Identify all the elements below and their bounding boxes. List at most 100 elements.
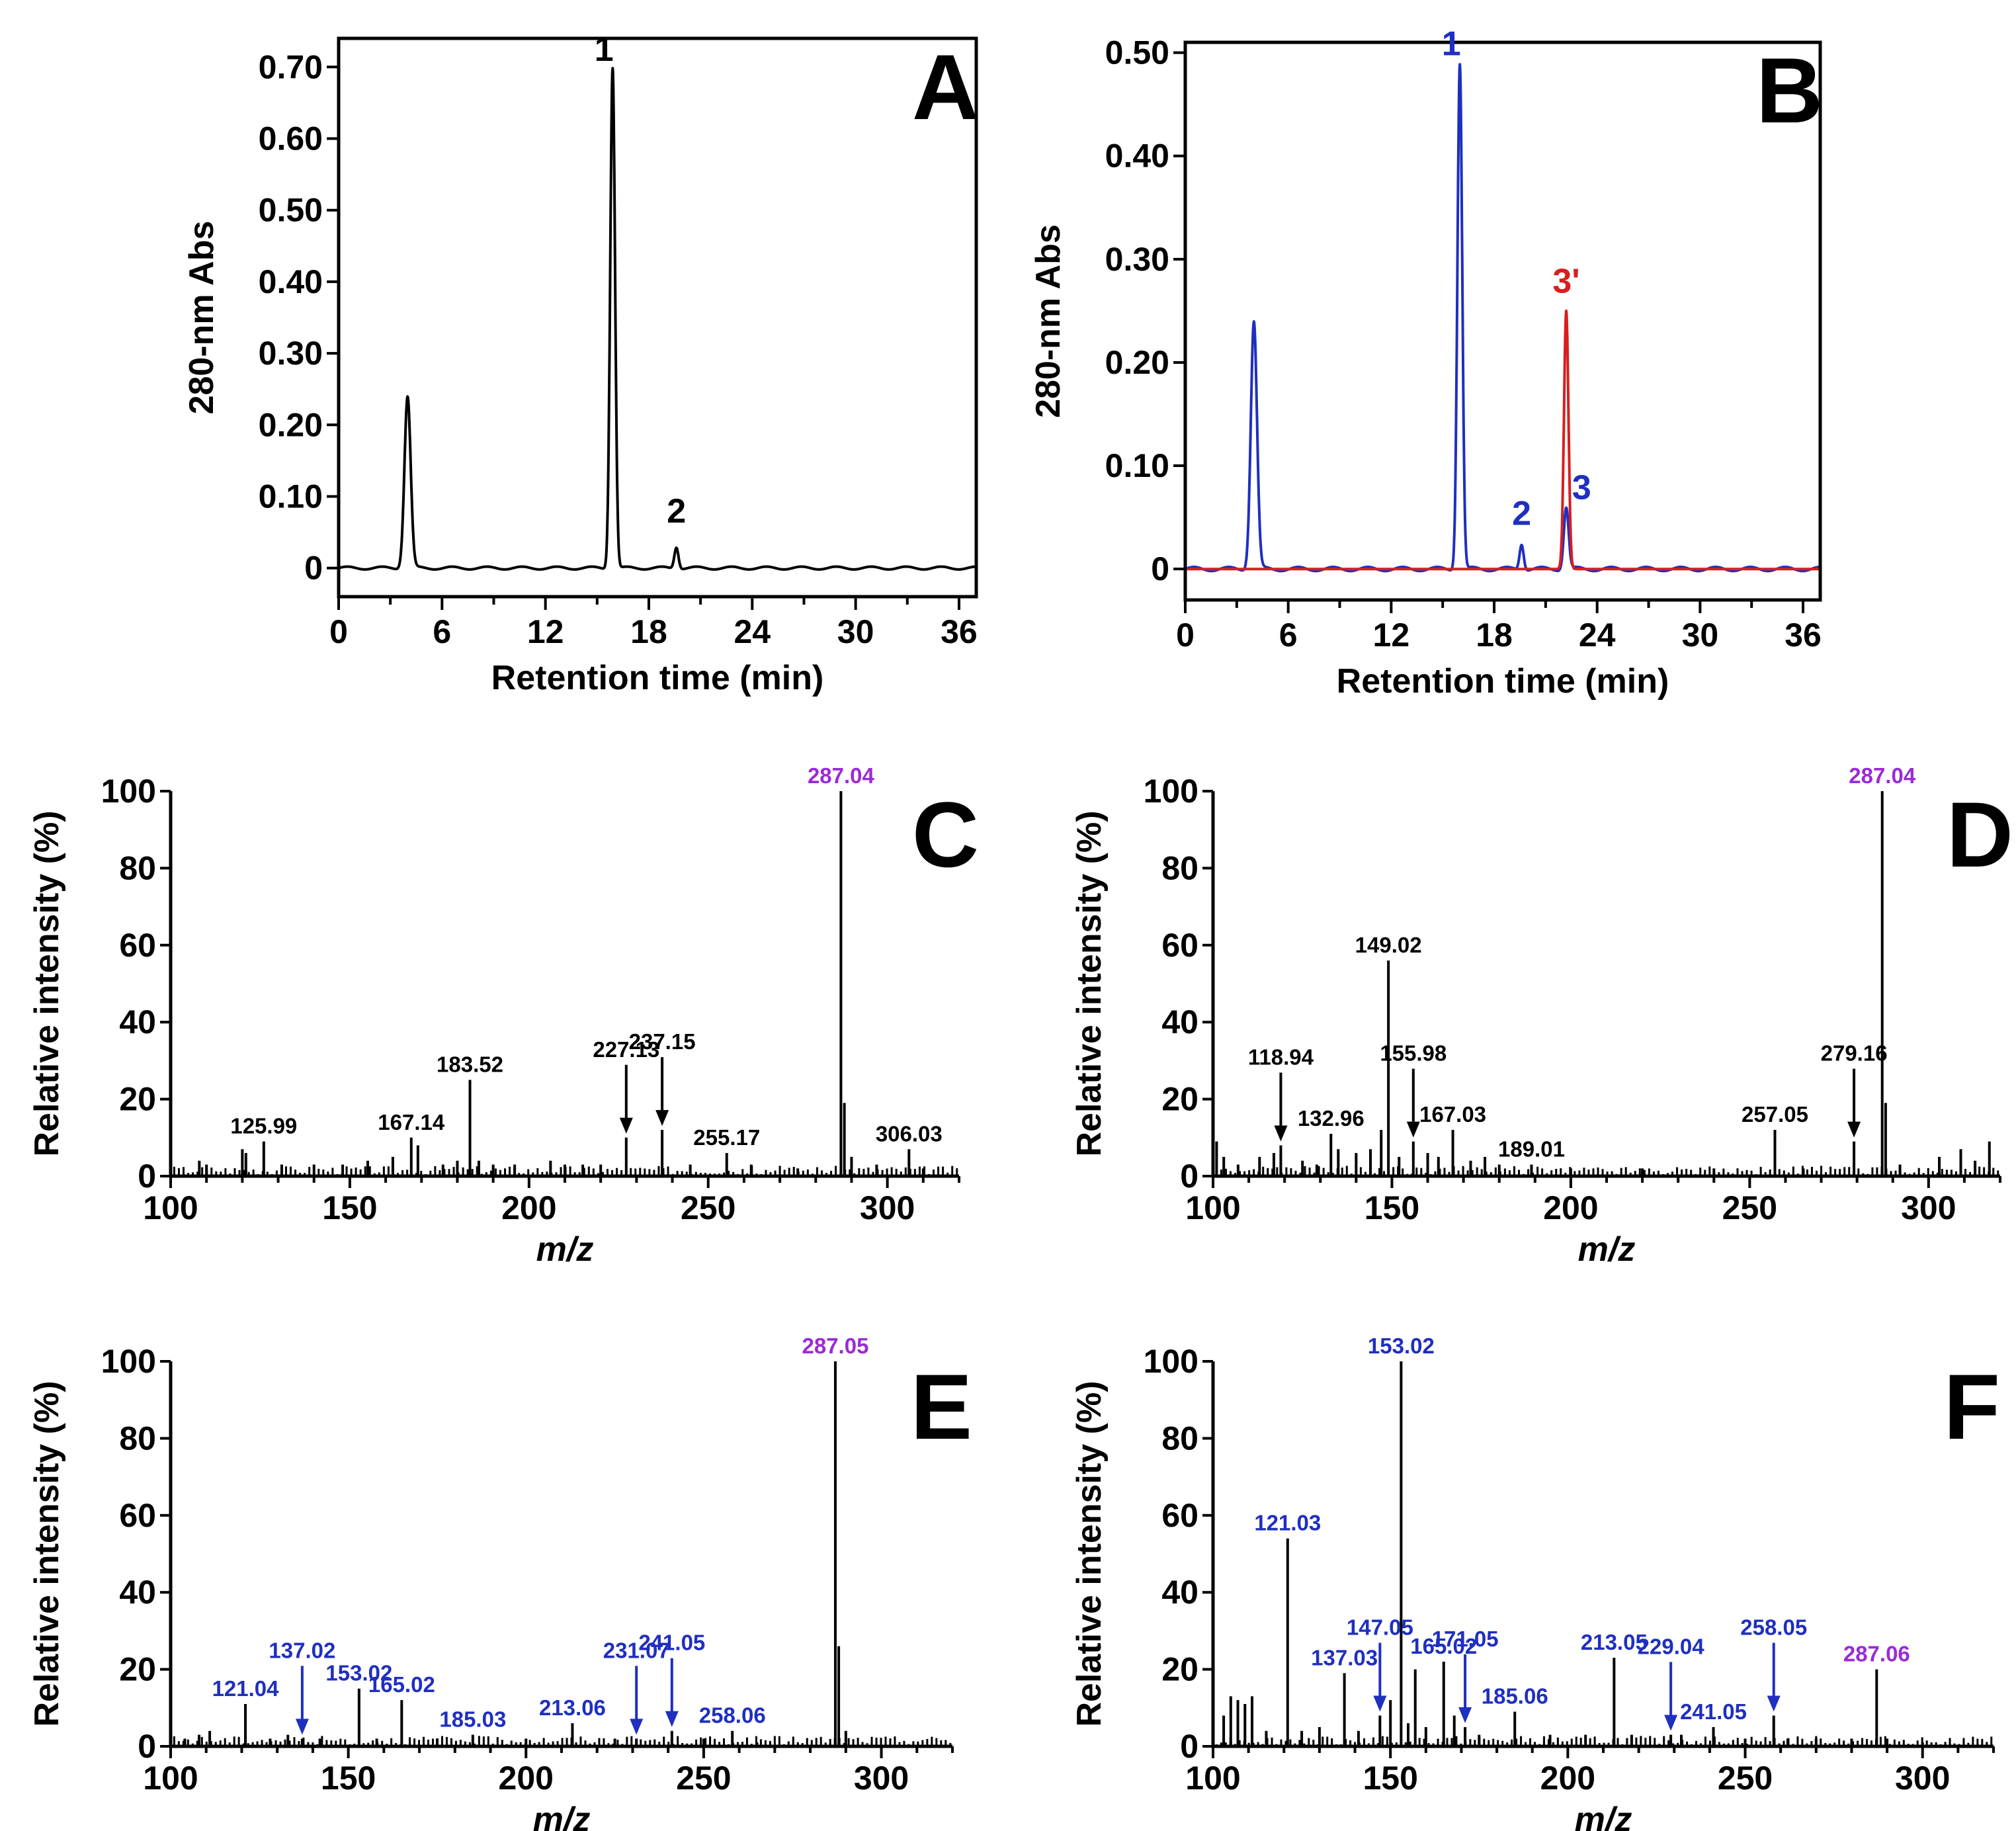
- fragment-label: 229.04: [1638, 1635, 1705, 1659]
- fragment-arrowhead: [1274, 1125, 1288, 1142]
- y-axis-title: Relative intensity (%): [28, 810, 66, 1156]
- fragment-label: 171.05: [1432, 1627, 1499, 1651]
- y-axis-title: 280-nm Abs: [183, 221, 221, 415]
- fragment-label: 279.16: [1821, 1041, 1888, 1066]
- x-tick-label: 150: [1363, 1760, 1417, 1797]
- x-tick-label: 18: [630, 613, 667, 650]
- x-tick-label: 0: [1176, 617, 1195, 654]
- panel-letter: F: [1943, 1355, 2000, 1459]
- y-tick-label: 60: [119, 1497, 156, 1534]
- y-tick-label: 100: [1144, 773, 1198, 810]
- x-tick-label: 200: [501, 1189, 556, 1226]
- fragment-label: 287.05: [802, 1334, 868, 1358]
- fragment-label: 153.02: [1368, 1334, 1435, 1358]
- series-line-1: [1184, 63, 1821, 573]
- fragment-label: 165.02: [368, 1672, 435, 1697]
- y-tick-label: 80: [119, 849, 156, 886]
- y-axis-title: 280-nm Abs: [1029, 224, 1068, 418]
- y-tick-label: 0.40: [259, 263, 323, 300]
- fragment-label: 258.05: [1740, 1615, 1807, 1639]
- x-tick-label: 150: [1365, 1189, 1419, 1226]
- fragment-label: 306.03: [876, 1121, 943, 1146]
- x-tick-label: 300: [854, 1760, 909, 1797]
- y-axis-title: Relative intensity (%): [28, 1381, 66, 1726]
- fragment-label: 149.02: [1355, 933, 1422, 957]
- fragment-arrowhead: [1847, 1121, 1861, 1138]
- y-tick-label: 0: [304, 550, 323, 587]
- peak-label: 3: [1572, 469, 1591, 507]
- fragment-label: 189.01: [1498, 1137, 1565, 1162]
- fragment-label: 287.06: [1843, 1642, 1910, 1666]
- fragment-label: 165.02: [1410, 1634, 1477, 1658]
- fragment-label: 185.03: [439, 1707, 506, 1732]
- x-tick-label: 100: [143, 1760, 198, 1797]
- y-tick-label: 40: [119, 1574, 156, 1611]
- y-tick-label: 0.60: [259, 120, 323, 157]
- fragment-label: 227.13: [593, 1037, 659, 1062]
- fragment-label: 153.02: [325, 1661, 392, 1685]
- x-tick-label: 6: [433, 613, 451, 650]
- y-tick-label: 0: [138, 1728, 156, 1765]
- x-tick-label: 250: [1722, 1189, 1777, 1226]
- y-tick-label: 80: [1161, 1420, 1198, 1457]
- fragment-arrowhead: [1458, 1707, 1472, 1723]
- fragment-label: 137.03: [1311, 1645, 1378, 1670]
- series-line-1: [337, 67, 977, 571]
- fragment-label: 132.96: [1298, 1106, 1365, 1130]
- fragment-label: 118.94: [1248, 1044, 1314, 1069]
- y-tick-label: 0.40: [1105, 138, 1169, 175]
- x-tick-label: 100: [1185, 1760, 1240, 1797]
- fragment-label: 167.14: [378, 1110, 445, 1134]
- y-tick-label: 40: [119, 1003, 156, 1041]
- x-tick-label: 12: [1373, 617, 1410, 654]
- fragment-arrowhead: [619, 1117, 633, 1134]
- chart-panel-c: 0 20 40 60 80 100 100 150 200 250 300 m/z Relative i…: [28, 763, 979, 1269]
- fragment-label: 125.99: [230, 1114, 297, 1138]
- y-tick-label: 60: [1161, 1497, 1198, 1534]
- y-axis-title: Relative intensity (%): [1070, 1381, 1109, 1726]
- chart-panel-d: 0 20 40 60 80 100 100 150 200 250 300 m/z Relative i…: [1070, 763, 2013, 1269]
- fragment-label: 213.05: [1581, 1630, 1648, 1654]
- panel-letter: A: [912, 35, 979, 139]
- fragment-arrowhead: [665, 1711, 679, 1727]
- fragment-label: 241.05: [638, 1631, 705, 1655]
- plot-frame: [337, 36, 978, 599]
- y-tick-label: 0.70: [259, 48, 323, 85]
- fragment-label: 137.02: [269, 1638, 335, 1662]
- x-axis-title: m/z: [1575, 1801, 1632, 1831]
- peak-label: 2: [667, 492, 686, 531]
- y-tick-label: 80: [119, 1420, 156, 1457]
- y-axis-title: Relative intensity (%): [1070, 810, 1109, 1156]
- panel-letter: C: [912, 783, 979, 886]
- y-tick-label: 0: [1151, 550, 1169, 587]
- fragment-label: 155.98: [1380, 1041, 1447, 1066]
- x-tick-label: 30: [837, 613, 874, 650]
- chart-panel-f: 0 20 40 60 80 100 100 150 200 250 300 m/z Relative i…: [1070, 1334, 2000, 1831]
- fragment-label: 257.05: [1742, 1102, 1808, 1127]
- x-tick-label: 30: [1682, 617, 1719, 654]
- y-tick-label: 0.20: [1105, 344, 1169, 381]
- peak-label: 1: [595, 30, 614, 69]
- x-tick-label: 300: [860, 1189, 915, 1226]
- series-line-2: [1184, 309, 1821, 571]
- x-axis-title: m/z: [533, 1801, 591, 1831]
- fragment-label: 147.05: [1347, 1615, 1413, 1639]
- panel-letter: B: [1756, 38, 1823, 142]
- fragment-label: 241.05: [1680, 1699, 1747, 1724]
- fragment-label: 185.06: [1482, 1684, 1548, 1709]
- fragment-label: 255.17: [693, 1125, 760, 1150]
- y-tick-label: 100: [1144, 1343, 1198, 1380]
- x-tick-label: 100: [1185, 1189, 1240, 1226]
- y-tick-label: 20: [119, 1651, 156, 1688]
- y-tick-label: 0.10: [259, 478, 323, 515]
- fragment-arrowhead: [1767, 1695, 1781, 1712]
- fragment-arrowhead: [1373, 1695, 1387, 1712]
- chart-panel-e: 0 20 40 60 80 100 100 150 200 250 300 m/z Relative i…: [28, 1334, 972, 1831]
- y-tick-label: 20: [1161, 1081, 1198, 1118]
- y-tick-label: 0.50: [259, 192, 323, 229]
- x-tick-label: 6: [1279, 617, 1298, 654]
- fragment-label: 167.03: [1419, 1102, 1486, 1127]
- y-tick-label: 0: [1180, 1158, 1198, 1195]
- fragment-label: 237.15: [629, 1029, 696, 1054]
- fragment-arrowhead: [1664, 1715, 1678, 1731]
